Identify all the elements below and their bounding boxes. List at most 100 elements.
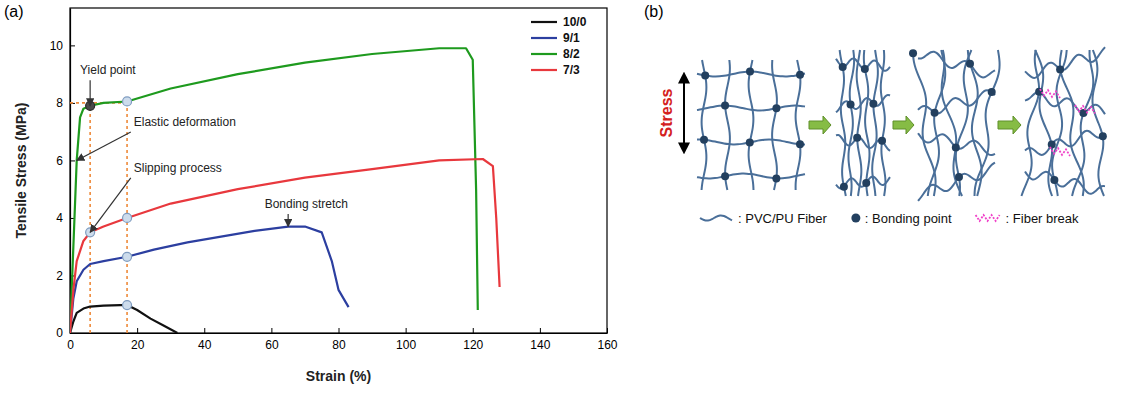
fiber — [840, 50, 846, 196]
bonding-point — [955, 173, 963, 181]
bonding-point — [1079, 109, 1087, 117]
bonding-point — [772, 104, 780, 112]
fiber — [857, 50, 862, 196]
y-axis-tick-label: 8 — [56, 96, 63, 110]
x-axis-tick-mark — [137, 328, 138, 333]
fiber — [796, 60, 801, 190]
fiber — [1092, 50, 1103, 196]
legend-label: : Fiber break — [1006, 211, 1079, 226]
fiber — [725, 60, 730, 190]
bonding-point — [1048, 141, 1056, 149]
bonding-point — [847, 100, 855, 108]
guide-line — [89, 103, 91, 333]
fiber — [872, 50, 878, 196]
stage-arrow — [809, 116, 831, 134]
x-axis-tick: 100 — [396, 328, 416, 352]
y-axis-tick-label: 10 — [50, 39, 64, 53]
stage-arrow — [998, 116, 1021, 134]
x-axis-tick: 60 — [265, 328, 279, 352]
y-axis-tick-label: 6 — [56, 154, 63, 168]
legend-label: 7/3 — [563, 63, 580, 77]
fiber — [697, 106, 805, 111]
bonding-point — [861, 65, 869, 73]
legend-break — [976, 215, 1000, 221]
y-axis-tick-mark — [70, 160, 75, 161]
fiber-break — [1040, 89, 1060, 98]
bonding-point — [700, 136, 708, 144]
fiber — [918, 133, 995, 155]
x-axis-tick-label: 160 — [597, 338, 617, 352]
fiber-network — [836, 50, 890, 196]
y-axis-tick-label: 2 — [56, 269, 63, 283]
bonding-point — [853, 134, 861, 142]
legend-label: : PVC/PU Fiber — [738, 211, 828, 226]
x-axis: 020406080100120140160 — [67, 328, 618, 352]
series-line — [70, 227, 349, 333]
y-axis-tick-mark — [70, 333, 75, 334]
bonding-point — [909, 49, 917, 57]
fiber — [1052, 50, 1067, 196]
bonding-point — [966, 60, 974, 68]
fiber — [975, 50, 1000, 196]
figure: 0204060801001201401600246810Strain (%)Te… — [0, 0, 1130, 418]
key-point — [123, 97, 132, 106]
panel-label: (a) — [4, 3, 24, 20]
annotation-text: Yield point — [80, 63, 136, 77]
bonding-point — [1035, 88, 1043, 96]
x-axis-tick-label: 20 — [131, 338, 145, 352]
bonding-point — [746, 138, 754, 146]
fiber-break — [1075, 105, 1095, 114]
legend-swatch — [531, 37, 557, 39]
fiber — [881, 50, 886, 196]
x-axis-title: Strain (%) — [306, 368, 371, 384]
fiber — [942, 50, 962, 196]
x-axis-tick-mark — [473, 328, 474, 333]
bonding-point — [869, 100, 877, 108]
x-axis-tick-mark — [271, 328, 272, 333]
x-axis-tick-label: 100 — [396, 338, 416, 352]
fiber — [697, 174, 805, 179]
fiber — [1025, 172, 1105, 194]
y-axis-tick-label: 4 — [56, 211, 63, 225]
y-axis-tick: 10 — [50, 39, 75, 53]
legend-fiber — [700, 215, 732, 220]
fiber — [1072, 50, 1093, 196]
plot-area — [70, 48, 500, 333]
bonding-point — [1056, 65, 1064, 73]
panel-label: (b) — [644, 3, 664, 20]
fiber — [772, 60, 777, 190]
x-axis-line — [71, 333, 608, 334]
legend: 10/09/18/27/3 — [531, 15, 587, 77]
x-axis-tick: 160 — [597, 328, 617, 352]
panel-a: 0204060801001201401600246810Strain (%)Te… — [13, 8, 618, 384]
stress-arrow — [683, 74, 685, 152]
legend-swatch — [531, 21, 557, 23]
fiber — [836, 135, 890, 151]
bonding-point — [952, 144, 960, 152]
annotation-arrow — [90, 178, 131, 232]
annotation-arrow — [90, 80, 91, 106]
bonding-point — [1050, 176, 1058, 184]
plot-frame — [70, 8, 607, 333]
panel-b: (b)Stress: PVC/PU Fiber: Bonding point: … — [644, 3, 1107, 226]
stage-arrow — [893, 116, 914, 134]
bonding-point — [701, 71, 709, 79]
y-axis-tick-mark — [70, 45, 75, 46]
x-axis-tick-mark — [607, 328, 608, 333]
fiber — [918, 90, 995, 113]
legend-label: 10/0 — [563, 15, 587, 29]
bonding-point — [772, 174, 780, 182]
bonding-point — [721, 102, 729, 110]
bonding-point — [840, 183, 848, 191]
bonding-point — [862, 179, 870, 187]
legend-swatch — [531, 69, 557, 71]
x-axis-tick-mark — [406, 328, 407, 333]
fiber — [702, 60, 707, 190]
x-axis-tick-label: 80 — [332, 338, 346, 352]
bonding-point — [796, 71, 804, 79]
fiber-network — [697, 60, 805, 190]
fiber — [848, 50, 854, 196]
fiber — [1025, 131, 1105, 155]
x-axis-tick-label: 0 — [67, 338, 74, 352]
fiber-network — [1021, 47, 1106, 196]
